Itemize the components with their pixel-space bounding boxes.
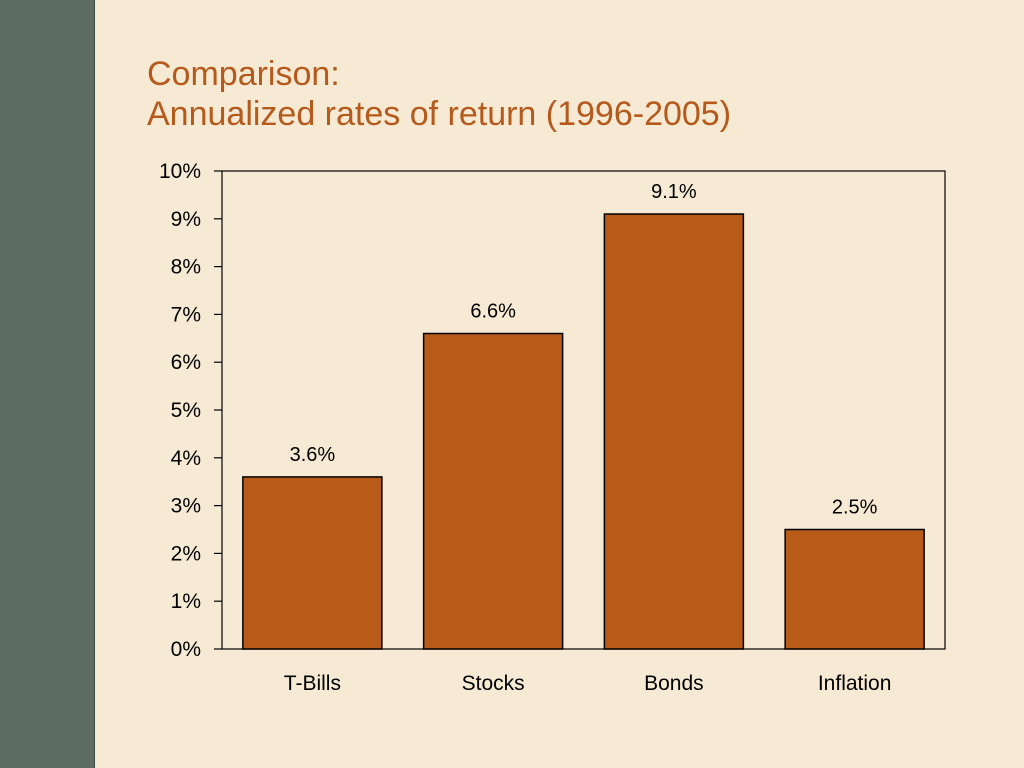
bar-inflation: [784, 528, 925, 650]
x-category-label: Bonds: [644, 672, 704, 695]
y-tick-label: 10%: [159, 160, 201, 183]
title-line-2: Annualized rates of return (1996-2005): [147, 95, 732, 133]
x-category-label: Stocks: [462, 672, 525, 695]
y-tick-label: 6%: [171, 351, 201, 374]
bar-bonds: [603, 213, 745, 650]
y-tick-label: 9%: [171, 208, 201, 231]
bar-value-label: 6.6%: [470, 301, 516, 323]
y-tick-label: 7%: [171, 303, 201, 326]
x-category-label: Inflation: [818, 672, 892, 695]
bar-value-label: 3.6%: [290, 444, 336, 466]
y-tick-label: 8%: [171, 256, 201, 279]
bar-value-label: 2.5%: [832, 497, 878, 519]
bar-t-bills: [242, 476, 383, 650]
y-tick-label: 1%: [171, 590, 201, 613]
bar-value-label: 9.1%: [651, 181, 697, 203]
y-tick-label: 4%: [171, 447, 201, 470]
y-tick-label: 2%: [171, 542, 201, 565]
x-category-label: T-Bills: [284, 672, 341, 695]
bar-stocks: [422, 332, 564, 650]
y-tick-label: 5%: [171, 399, 201, 422]
y-tick-label: 3%: [171, 495, 201, 518]
slide-title: Comparison: Annualized rates of return (…: [147, 54, 731, 134]
decorative-sidebar: [0, 0, 95, 768]
y-tick-label: 0%: [171, 638, 201, 661]
title-line-1: Comparison:: [147, 55, 340, 93]
